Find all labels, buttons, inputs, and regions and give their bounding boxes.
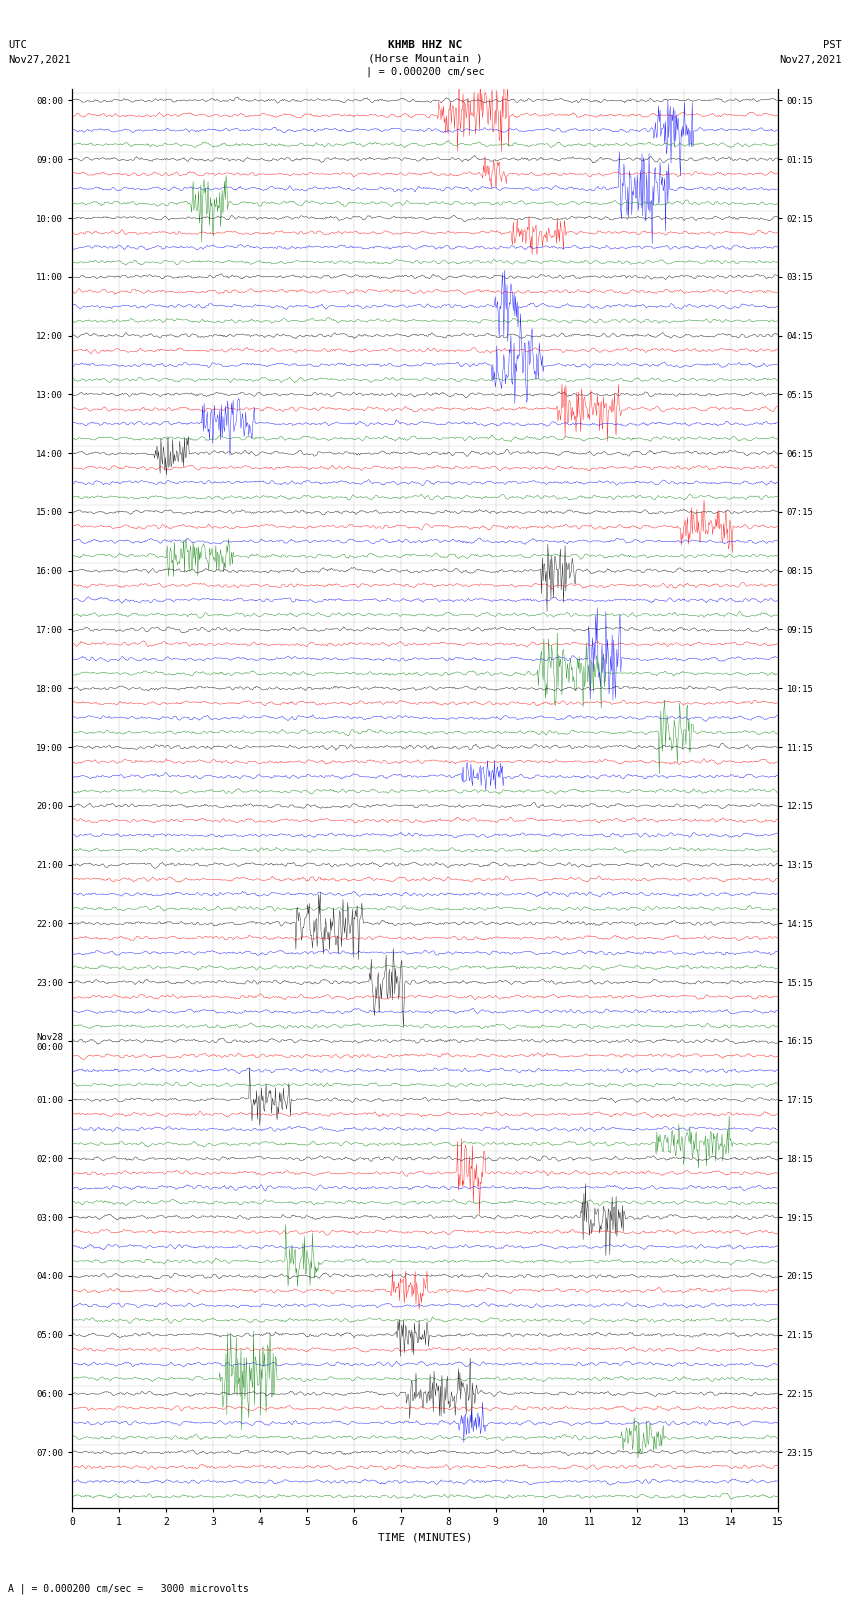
X-axis label: TIME (MINUTES): TIME (MINUTES)	[377, 1532, 473, 1542]
Text: Nov27,2021: Nov27,2021	[8, 55, 71, 65]
Text: (Horse Mountain ): (Horse Mountain )	[367, 53, 483, 63]
Text: UTC: UTC	[8, 40, 27, 50]
Text: Nov27,2021: Nov27,2021	[779, 55, 842, 65]
Text: | = 0.000200 cm/sec: | = 0.000200 cm/sec	[366, 66, 484, 77]
Text: A | = 0.000200 cm/sec =   3000 microvolts: A | = 0.000200 cm/sec = 3000 microvolts	[8, 1582, 249, 1594]
Text: KHMB HHZ NC: KHMB HHZ NC	[388, 40, 462, 50]
Text: PST: PST	[823, 40, 842, 50]
